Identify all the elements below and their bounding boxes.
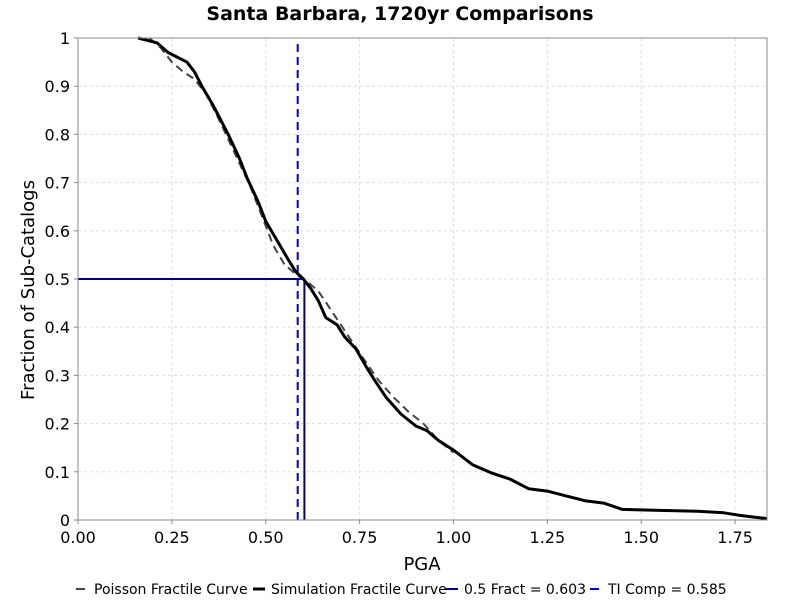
y-axis-ticks: 0 0.1 0.2 0.3 0.4 0.5 0.6 0.7 0.8 0.9 1	[45, 29, 78, 530]
legend-label: 0.5 Fract = 0.603	[464, 582, 586, 598]
x-tick-label: 0.50	[248, 528, 284, 547]
y-tick-label: 0.6	[45, 222, 70, 241]
y-axis-label: Fraction of Sub-Catalogs	[18, 180, 39, 400]
x-axis-ticks: 0.00 0.25 0.50 0.75 1.00 1.25 1.50 1.75	[60, 520, 753, 547]
x-tick-label: 1.75	[717, 528, 753, 547]
series-line-simulation-fractile-curve	[137, 36, 768, 521]
x-tick-label: 1.00	[436, 528, 472, 547]
x-tick-label: 0.75	[342, 528, 378, 547]
y-tick-label: 0.9	[45, 77, 70, 96]
y-tick-label: 0.7	[45, 174, 70, 193]
y-tick-label: 1	[60, 29, 70, 48]
x-axis-label: PGA	[403, 554, 441, 575]
chart-title: Santa Barbara, 1720yr Comparisons	[206, 3, 593, 25]
y-tick-label: 0.5	[45, 270, 70, 289]
x-tick-label: 0.25	[154, 528, 190, 547]
legend-label: Simulation Fractile Curve	[271, 582, 447, 598]
y-tick-label: 0.2	[45, 415, 70, 434]
y-tick-label: 0.8	[45, 125, 70, 144]
series-line-poisson-fractile-curve	[148, 37, 455, 454]
legend-label: TI Comp = 0.585	[607, 582, 727, 598]
legend-label: Poisson Fractile Curve	[94, 582, 248, 598]
legend: Poisson Fractile Curve Simulation Fractil…	[76, 582, 727, 598]
y-tick-label: 0	[60, 511, 70, 530]
x-tick-label: 1.25	[530, 528, 566, 547]
y-tick-label: 0.3	[45, 366, 70, 385]
plot-area	[78, 36, 768, 521]
x-tick-label: 0.00	[60, 528, 96, 547]
x-tick-label: 1.50	[623, 528, 659, 547]
y-tick-label: 0.1	[45, 463, 70, 482]
y-tick-label: 0.4	[45, 318, 70, 337]
series-line-0-5-fract-0-603	[78, 278, 306, 520]
